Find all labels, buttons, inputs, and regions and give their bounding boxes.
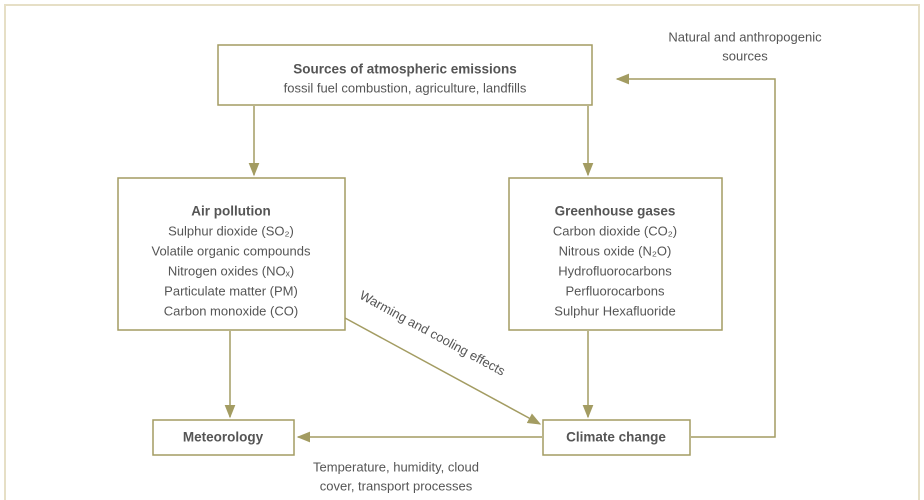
node-line: fossil fuel combustion, agriculture, lan… [284,80,527,95]
node-line: Sulphur Hexafluoride [554,303,675,318]
node-title: Sources of atmospheric emissions [293,62,517,77]
node-box [152,419,295,456]
node-line: Particulate matter (PM) [164,283,298,298]
node-line: Nitrogen oxides (NOₓ) [168,263,294,278]
node-box [117,177,346,331]
node-box [542,419,691,456]
node-line: Perfluorocarbons [566,283,665,298]
edge-label: cover, transport processes [320,478,473,493]
node-title: Meteorology [183,430,264,445]
arrow [615,73,776,438]
node-box [508,177,723,331]
frame [4,4,920,500]
node-title: Greenhouse gases [555,204,676,219]
node-title: Air pollution [191,204,270,219]
arrow [344,317,542,425]
node-line: Carbon dioxide (CO₂) [553,223,677,238]
node-box [217,44,593,106]
node-line: Sulphur dioxide (SO₂) [168,223,294,238]
node-line: Nitrous oxide (N₂O) [559,243,672,258]
edge-label: sources [722,48,768,63]
node-line: Hydrofluorocarbons [558,263,672,278]
node-line: Carbon monoxide (CO) [164,303,298,318]
edge-label: Temperature, humidity, cloud [313,459,479,474]
edge-label: Natural and anthropogenic [668,29,822,44]
node-title: Climate change [566,430,666,445]
node-line: Volatile organic compounds [152,243,311,258]
